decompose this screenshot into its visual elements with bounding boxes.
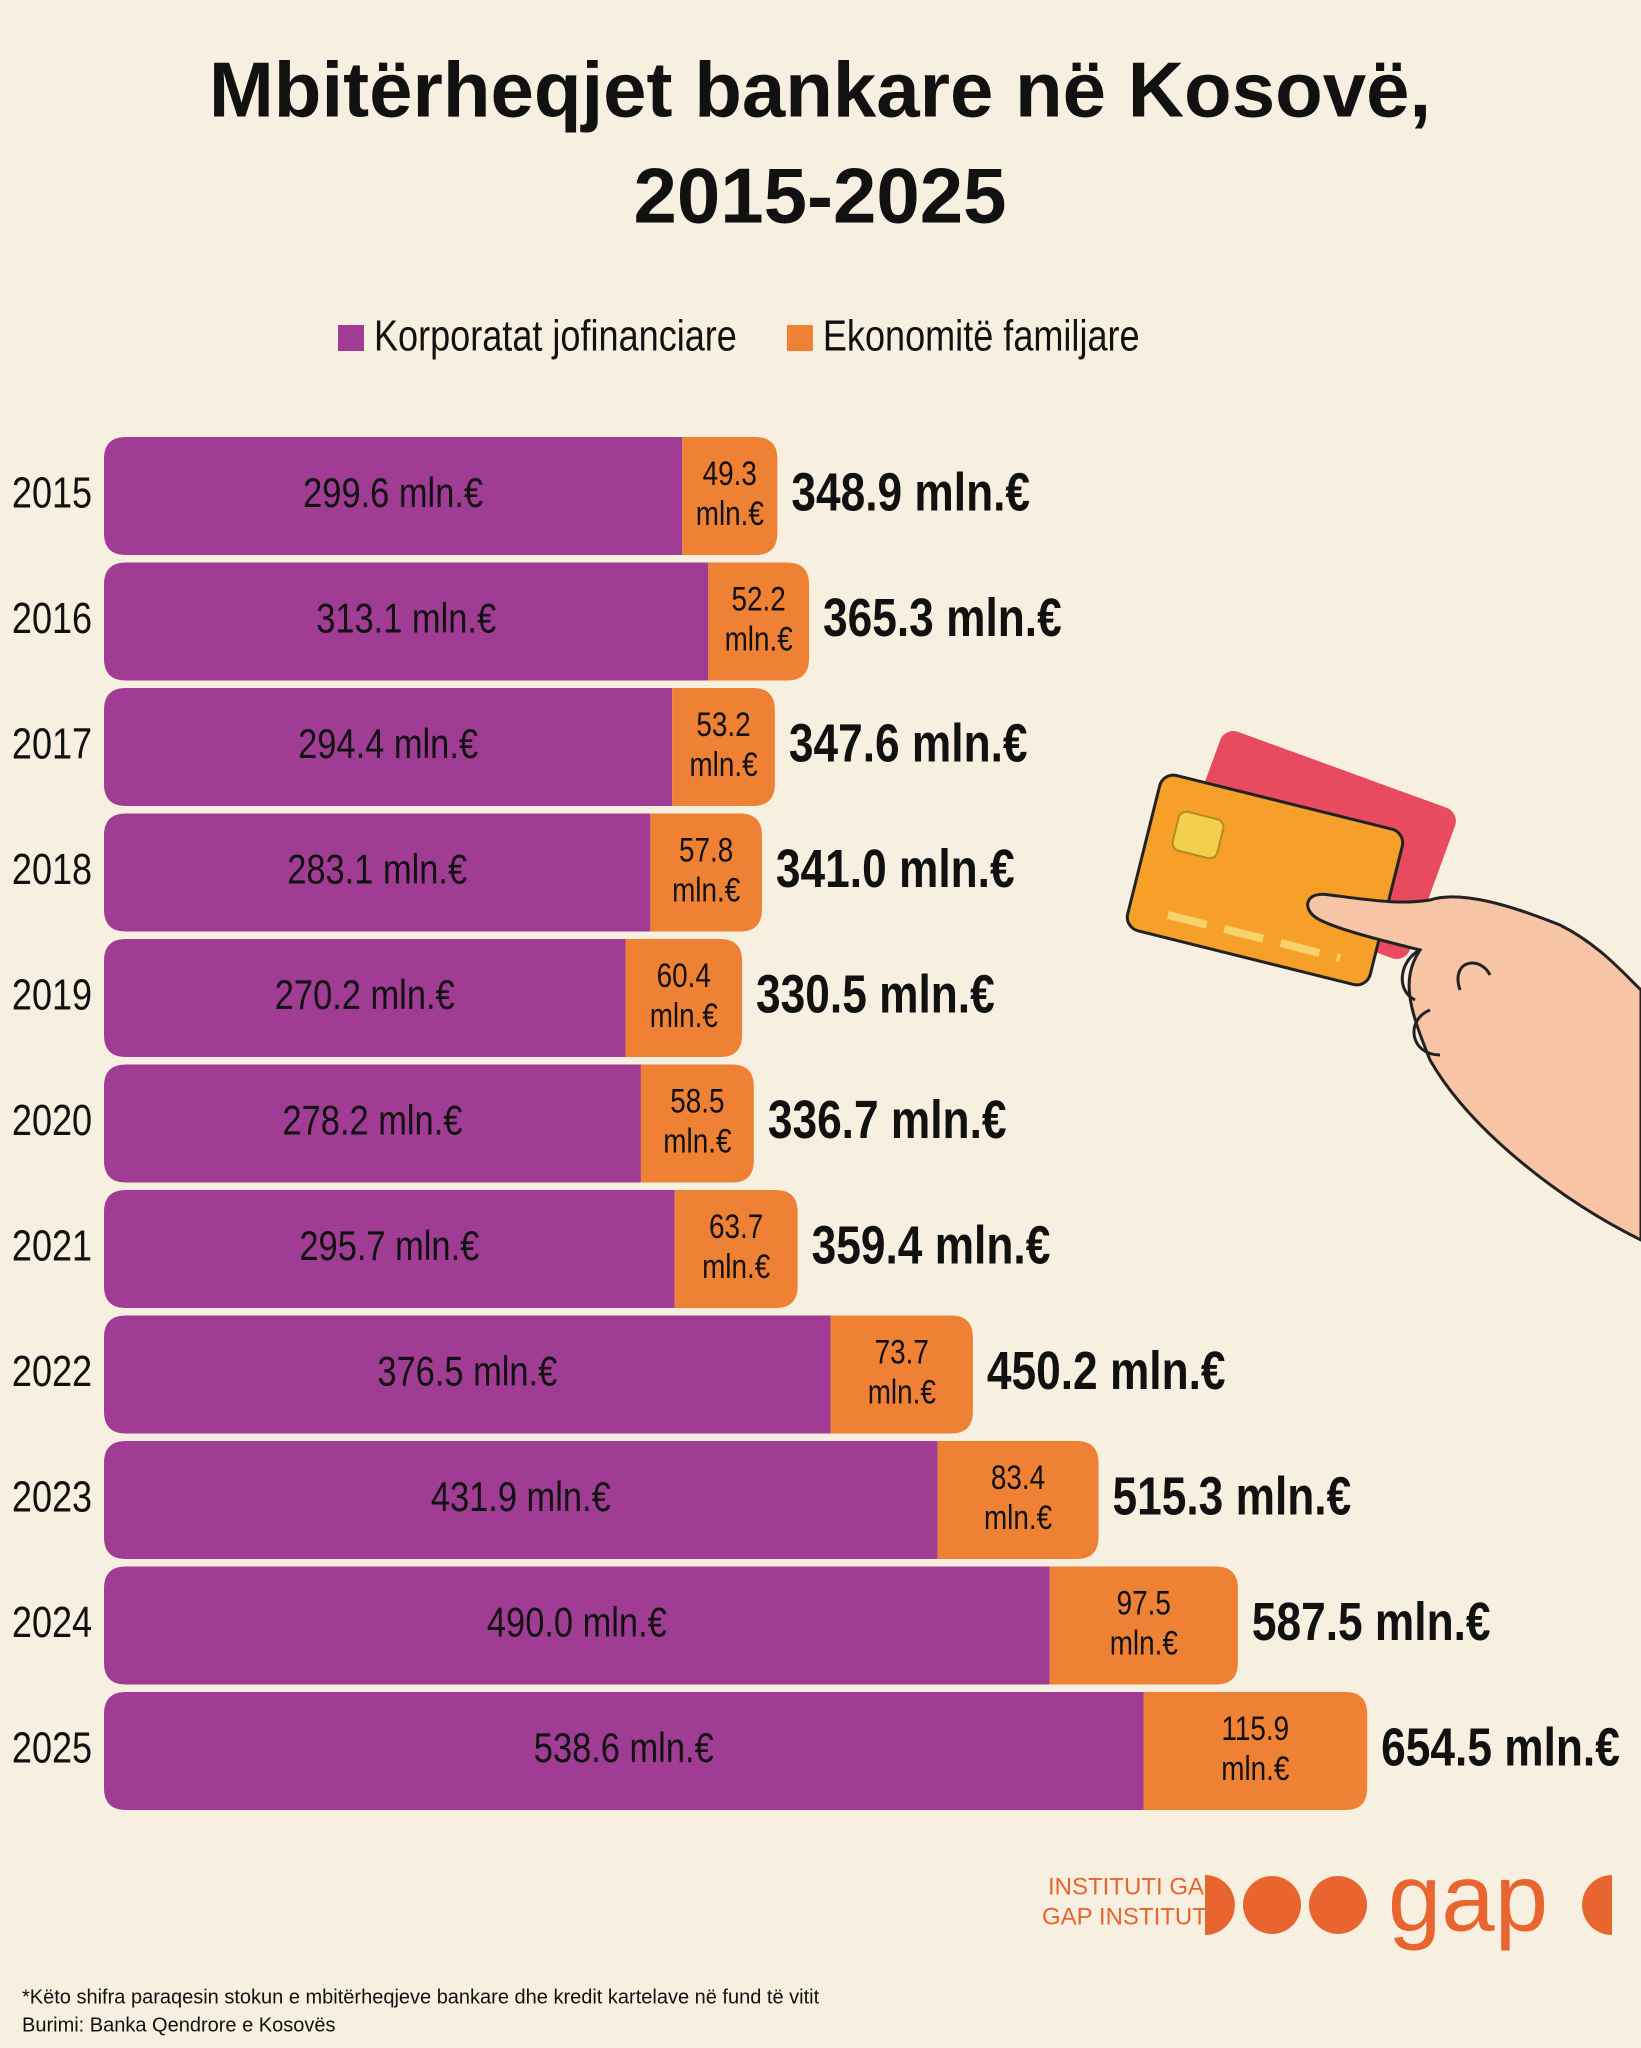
data-label: 313.1 mln.€ [316, 595, 496, 642]
bar-segment [104, 562, 709, 681]
data-label: 295.7 mln.€ [299, 1223, 479, 1270]
y-tick-label: 2021 [12, 1221, 92, 1270]
total-label: 587.5 mln.€ [1252, 1592, 1491, 1652]
logo-word: gap [1388, 1844, 1548, 1951]
logo-text: GAP INSTITUTE [1042, 1903, 1223, 1930]
bar-segment [104, 939, 626, 1057]
data-label: 490.0 mln.€ [487, 1599, 667, 1646]
bar-segment [674, 1190, 798, 1308]
bar-segment [682, 437, 778, 555]
bar-segment [104, 437, 683, 555]
data-label: 299.6 mln.€ [303, 470, 483, 517]
bar-segment [937, 1441, 1099, 1559]
bar-segment [104, 1441, 938, 1559]
bar-segment [104, 688, 673, 806]
data-label: 63.7 mln.€ [702, 1207, 770, 1285]
data-label: 58.5 mln.€ [663, 1082, 731, 1160]
bar-segment [708, 562, 810, 681]
bar-segment [672, 688, 775, 806]
y-tick-label: 2019 [12, 970, 92, 1019]
bar-segment [104, 1064, 641, 1183]
data-label: 270.2 mln.€ [275, 972, 455, 1019]
bar-segment [625, 939, 743, 1057]
total-label: 347.6 mln.€ [789, 713, 1028, 773]
data-label: 73.7 mln.€ [868, 1333, 936, 1411]
bar-segment [104, 813, 651, 932]
legend-label: Ekonomitë familjare [823, 311, 1140, 360]
title: Mbitërheqjet bankare në Kosovë, [209, 46, 1431, 134]
source: Burimi: Banka Qendrore e Kosovës [22, 2014, 336, 2036]
data-label: 376.5 mln.€ [377, 1348, 557, 1395]
bar-segment [650, 813, 762, 932]
legend-swatch [786, 325, 813, 351]
hand-card-illustration [1125, 731, 1641, 1242]
bar-segment [830, 1315, 973, 1434]
y-tick-label: 2018 [12, 845, 92, 894]
total-label: 341.0 mln.€ [776, 839, 1015, 899]
y-tick-label: 2015 [12, 468, 92, 517]
data-label: 283.1 mln.€ [287, 846, 467, 893]
y-tick-label: 2022 [12, 1347, 92, 1396]
data-label: 115.9 mln.€ [1221, 1709, 1289, 1787]
total-label: 348.9 mln.€ [791, 462, 1030, 522]
bar-segment [104, 1315, 831, 1434]
data-label: 431.9 mln.€ [431, 1474, 611, 1521]
data-label: 278.2 mln.€ [283, 1097, 463, 1144]
logo-text: INSTITUTI GAP [1048, 1873, 1220, 1900]
data-label: 538.6 mln.€ [534, 1725, 714, 1772]
bar-segment [640, 1064, 754, 1183]
bar-segment [104, 1566, 1050, 1685]
data-label: 60.4 mln.€ [650, 956, 718, 1034]
data-label: 53.2 mln.€ [689, 705, 757, 783]
bar-segment [104, 1190, 675, 1308]
bar-segment [1143, 1692, 1368, 1810]
data-label: 49.3 mln.€ [696, 454, 764, 532]
legend-swatch [338, 325, 364, 351]
y-tick-label: 2023 [12, 1472, 92, 1521]
total-label: 365.3 mln.€ [823, 588, 1062, 648]
data-label: 83.4 mln.€ [984, 1458, 1052, 1536]
total-label: 330.5 mln.€ [756, 964, 995, 1024]
y-tick-label: 2025 [12, 1723, 92, 1772]
y-tick-label: 2024 [12, 1598, 92, 1647]
total-label: 359.4 mln.€ [812, 1215, 1051, 1275]
y-tick-label: 2020 [12, 1096, 92, 1145]
bar-segment [104, 1692, 1144, 1810]
bar-segment [1049, 1566, 1238, 1685]
data-label: 294.4 mln.€ [298, 721, 478, 768]
data-label: 57.8 mln.€ [672, 831, 740, 909]
y-tick-label: 2017 [12, 719, 92, 768]
total-label: 450.2 mln.€ [987, 1341, 1226, 1401]
total-label: 336.7 mln.€ [768, 1090, 1007, 1150]
total-label: 515.3 mln.€ [1113, 1466, 1352, 1526]
total-label: 654.5 mln.€ [1381, 1717, 1620, 1777]
data-label: 97.5 mln.€ [1110, 1584, 1178, 1662]
title: 2015-2025 [633, 152, 1006, 240]
logo-mark [1205, 1875, 1612, 1935]
legend-label: Korporatat jofinanciare [374, 311, 737, 360]
footnote: *Këto shifra paraqesin stokun e mbitërhe… [22, 1986, 820, 2008]
data-label: 52.2 mln.€ [725, 580, 793, 658]
y-tick-label: 2016 [12, 594, 92, 643]
